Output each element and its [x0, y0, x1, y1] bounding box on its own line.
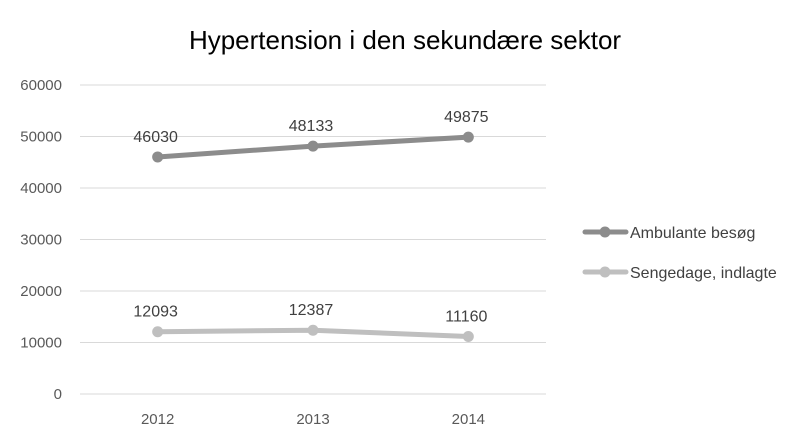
- y-tick-label: 40000: [20, 180, 62, 197]
- y-axis-ticks: 0 10000 20000 30000 40000 50000 60000: [20, 77, 62, 403]
- legend-label: Ambulante besøg: [630, 225, 755, 242]
- chart-title: Hypertension i den sekundære sektor: [189, 25, 621, 55]
- data-label: 46030: [133, 129, 178, 146]
- legend-item-1: Ambulante besøg: [582, 225, 755, 242]
- gridlines: [80, 84, 546, 395]
- y-tick-label: 20000: [20, 283, 62, 300]
- data-point: [462, 131, 474, 143]
- data-label: 12387: [289, 302, 334, 319]
- data-label: 49875: [444, 109, 489, 126]
- legend-marker: [599, 266, 611, 278]
- data-point: [307, 140, 319, 152]
- y-tick-label: 60000: [20, 77, 62, 94]
- data-point: [152, 326, 164, 338]
- y-tick-label: 50000: [20, 129, 62, 146]
- y-tick-label: 10000: [20, 335, 62, 352]
- data-point: [307, 324, 319, 336]
- x-tick-label: 2014: [452, 411, 485, 428]
- x-axis-ticks: 2012 2013 2014: [141, 411, 485, 428]
- y-tick-label: 30000: [20, 232, 62, 249]
- data-label: 12093: [133, 304, 178, 321]
- series-layer: [152, 131, 474, 343]
- legend: Ambulante besøg Sengedage, indlagte: [582, 225, 777, 282]
- data-point: [462, 331, 474, 343]
- legend-label: Sengedage, indlagte: [630, 265, 777, 282]
- series-1: [152, 131, 474, 163]
- legend-marker: [599, 226, 611, 238]
- legend-item-2: Sengedage, indlagte: [582, 265, 777, 282]
- y-tick-label: 0: [54, 386, 62, 403]
- series-2: [152, 324, 474, 343]
- data-label: 48133: [289, 118, 334, 135]
- data-label: 11160: [445, 309, 487, 326]
- x-tick-label: 2013: [296, 411, 329, 428]
- data-labels: 46030 48133 49875 12093 12387 11160: [133, 109, 488, 325]
- data-point: [152, 151, 164, 163]
- x-tick-label: 2012: [141, 411, 174, 428]
